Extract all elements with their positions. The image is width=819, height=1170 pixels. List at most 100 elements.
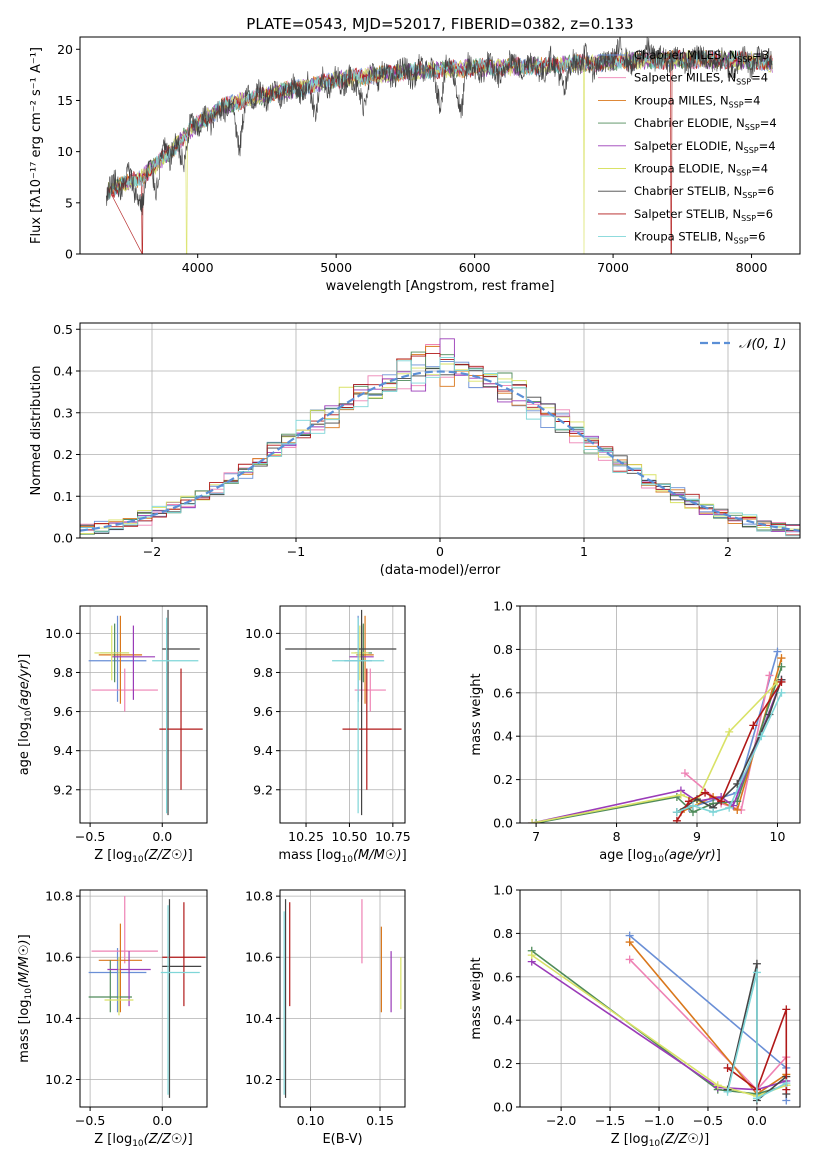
y-tick-label: 0.8 <box>493 642 513 657</box>
x-tick-label: 1 <box>580 544 588 559</box>
log-subscript: 10 <box>132 1139 144 1149</box>
y-tick-label: 10.6 <box>45 950 73 965</box>
data-point <box>680 769 689 778</box>
series-line <box>676 679 783 813</box>
y-tick-label: 0.0 <box>493 816 513 831</box>
y-tick-label: 10.4 <box>245 1011 273 1026</box>
log-argument: (age/yr) <box>664 848 716 863</box>
log-text: log <box>322 848 342 863</box>
legend-count: =6 <box>749 230 766 244</box>
x-tick-label: −1 <box>287 544 305 559</box>
errorbar-chabrier-elodie <box>88 960 132 1013</box>
legend: 𝒩(0, 1) <box>700 337 786 352</box>
x-tick-label: −2.0 <box>546 1113 576 1128</box>
grid <box>520 889 800 1108</box>
x-axis-label: (data-model)/error <box>380 563 501 578</box>
legend-label-normal: 𝒩(0, 1) <box>739 337 786 352</box>
y-tick-label: 0.4 <box>493 1013 513 1028</box>
axes-frame <box>279 889 406 1108</box>
legend-count: =6 <box>757 184 774 198</box>
legend-subscript: SSP <box>741 214 756 223</box>
data-point <box>684 797 693 806</box>
y-tick-label: 1.0 <box>493 883 513 898</box>
x-tick-label: 9 <box>693 829 701 844</box>
y-tick-label: 10.4 <box>45 1011 73 1026</box>
x-tick-label: 5000 <box>320 260 352 275</box>
data-point <box>777 688 786 697</box>
errorbar-kroupa-stelib <box>332 617 385 814</box>
legend-label-chabrier-elodie: Chabrier ELODIE, NSSP=4 <box>634 116 777 132</box>
log-argument: (age/yr) <box>17 659 32 711</box>
legend-count: =4 <box>759 139 776 153</box>
x-axis-label: Z [log10(Z/Z☉)] <box>94 1132 192 1149</box>
data-point <box>773 647 782 656</box>
y-tick-label: 10.8 <box>245 889 273 904</box>
x-tick-label: 10.50 <box>332 829 368 844</box>
data-point <box>749 721 758 730</box>
plot-area <box>88 896 206 1098</box>
data-point <box>672 808 681 817</box>
plot-area <box>527 931 791 1105</box>
data-point <box>709 808 718 817</box>
legend-label-kroupa-miles: Kroupa MILES, NSSP=4 <box>634 93 760 109</box>
errorbar-chabrier-miles <box>88 948 147 1013</box>
series-line <box>726 972 787 1100</box>
x-tick-label: 10.25 <box>288 829 324 844</box>
label-text: ] <box>17 654 32 659</box>
data-point <box>757 732 766 741</box>
errorbar-kroupa-elodie <box>104 957 134 1016</box>
label-text: ] <box>716 848 721 863</box>
legend-subscript: SSP <box>742 191 757 200</box>
errorbar-salpeter-stelib <box>342 668 402 790</box>
x-axis-label: age [log10(age/yr)] <box>599 848 721 865</box>
plot-area <box>285 609 402 816</box>
y-tick-label: 9.6 <box>253 704 273 719</box>
series-line <box>535 666 783 823</box>
y-tick-label: 0.5 <box>53 322 73 337</box>
label-text: ] <box>704 1132 709 1147</box>
y-tick-label: 0.0 <box>53 531 73 546</box>
data-point <box>782 1079 791 1088</box>
legend-subscript: SSP <box>736 169 751 178</box>
x-tick-label: 0 <box>436 544 444 559</box>
plot-area <box>80 338 800 537</box>
errorbar-kroupa-miles <box>98 923 143 1013</box>
histogram-salpeter-stelib <box>80 352 800 536</box>
plot-area <box>88 609 203 816</box>
axes-frame <box>279 605 406 824</box>
x-axis-label: E(B-V) <box>322 1132 362 1147</box>
y-axis-label: mass weight <box>469 957 484 1039</box>
legend-subscript: SSP <box>729 100 744 109</box>
errorbar-salpeter-miles <box>91 896 158 964</box>
errorbar-salpeter-miles <box>354 668 386 712</box>
chart-title: PLATE=0543, MJD=52017, FIBERID=0382, z=0… <box>246 15 633 33</box>
y-tick-label: 9.2 <box>53 782 73 797</box>
x-tick-label: −0.5 <box>75 829 105 844</box>
log-argument: (Z/Z☉) <box>660 1132 704 1147</box>
y-tick-label: 0.2 <box>493 1056 513 1071</box>
data-point <box>723 1087 732 1096</box>
y-tick-label: 0.6 <box>493 685 513 700</box>
x-tick-label: 4000 <box>182 260 214 275</box>
log-argument: (Z/Z☉) <box>144 1132 188 1147</box>
y-tick-label: 10.6 <box>245 950 273 965</box>
series-line <box>676 692 783 813</box>
label-text: Z [ <box>94 848 112 863</box>
data-point <box>532 819 541 823</box>
log-text: log <box>17 722 32 742</box>
log-subscript: 10 <box>649 1139 661 1149</box>
y-tick-label: 9.4 <box>253 743 273 758</box>
legend-subscript: SSP <box>737 55 752 64</box>
panel-mass-vs-ebv: 0.10 0.15 10.2 10.4 10.6 10.8 E(B-V) <box>245 889 406 1147</box>
data-point <box>625 938 634 947</box>
data-point <box>528 819 537 823</box>
x-tick-label: −1.0 <box>644 1113 674 1128</box>
axes-frame <box>79 889 208 1108</box>
legend-count: =4 <box>751 162 768 176</box>
data-point <box>752 959 761 968</box>
plot-area <box>283 899 402 1098</box>
legend-label-salpeter-elodie: Salpeter ELODIE, NSSP=4 <box>634 139 776 155</box>
legend-label-salpeter-stelib: Salpeter STELIB, NSSP=6 <box>634 207 773 223</box>
errorbar-salpeter-stelib <box>162 902 206 1007</box>
axes-frame <box>79 36 801 255</box>
